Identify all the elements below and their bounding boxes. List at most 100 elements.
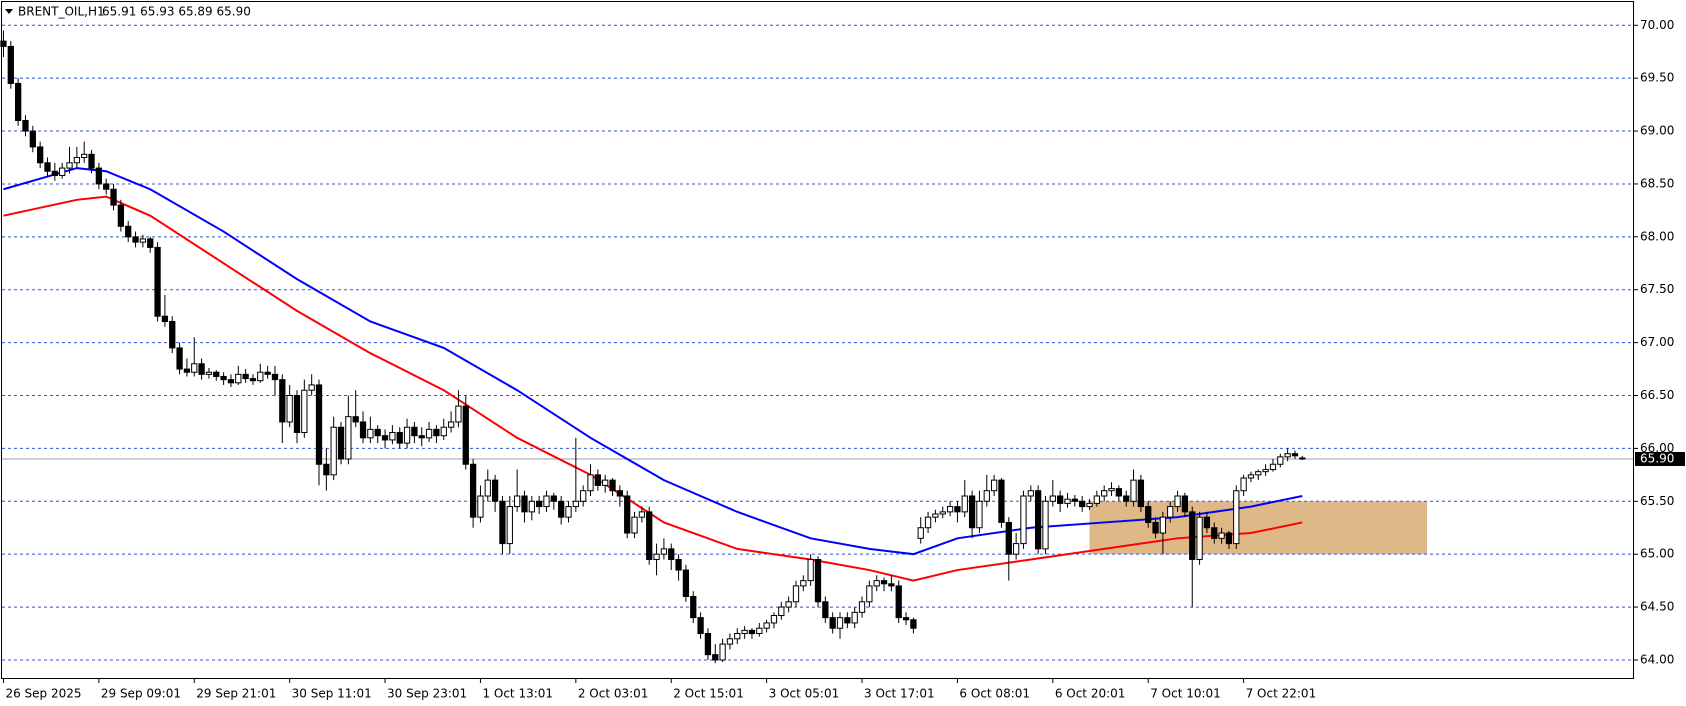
candle-body: [37, 146, 44, 164]
y-tick-label: 68.00: [1640, 229, 1674, 243]
x-tick-label: 6 Oct 20:01: [1055, 687, 1126, 701]
candle-body: [249, 378, 257, 382]
y-tick-label: 66.50: [1640, 388, 1674, 402]
candle-body: [675, 558, 682, 571]
candle-body: [425, 428, 433, 439]
candle-body: [719, 643, 726, 661]
candle-body: [961, 495, 968, 513]
candle-body: [1211, 527, 1218, 539]
candle-body: [550, 495, 557, 502]
candle-body: [499, 500, 506, 545]
candle-body: [917, 527, 924, 539]
candle-body: [198, 363, 205, 375]
y-tick-label: 67.00: [1640, 335, 1674, 349]
candle-body: [139, 238, 147, 243]
candle-body: [976, 500, 983, 529]
x-tick-label: 1 Oct 13:01: [482, 687, 553, 701]
candle-body: [513, 495, 521, 508]
candle-body: [117, 204, 125, 227]
x-tick-label: 29 Sep 21:01: [196, 687, 276, 701]
candle-body: [800, 580, 807, 587]
y-tick-label: 65.00: [1640, 547, 1674, 561]
candle-body: [836, 617, 844, 629]
candle-body: [587, 474, 594, 492]
candle-body: [756, 627, 763, 635]
candle-body: [418, 435, 425, 439]
y-tick-label: 68.50: [1640, 176, 1674, 190]
candle-body: [660, 548, 668, 555]
candle-body: [345, 416, 352, 460]
candle-body: [103, 183, 110, 190]
candle-body: [1020, 495, 1027, 545]
x-tick-label: 7 Oct 22:01: [1246, 687, 1317, 701]
candle-body: [337, 426, 345, 460]
candle-body: [491, 479, 499, 502]
ma-line: [3, 167, 1303, 556]
candle-body: [910, 619, 917, 629]
y-tick-label: 70.00: [1640, 18, 1674, 32]
candle-body: [330, 426, 337, 476]
candle-body: [1152, 521, 1159, 534]
candle-body: [125, 225, 132, 238]
candle-body: [1284, 453, 1291, 458]
candle-body: [81, 153, 88, 158]
candle-body: [51, 170, 58, 176]
candle-body: [792, 585, 800, 603]
candle-body: [1005, 521, 1012, 555]
candle-body: [770, 615, 778, 624]
candle-body: [924, 516, 932, 529]
candle-body: [1108, 488, 1115, 492]
candle-body: [704, 633, 712, 656]
candle-body: [939, 511, 946, 515]
symbol-title: BRENT_OIL,H1: [18, 5, 105, 19]
candle-body: [374, 428, 381, 437]
candle-body: [990, 479, 998, 492]
candle-body: [213, 371, 220, 377]
candle-body: [1101, 490, 1108, 497]
candle-body: [66, 162, 73, 169]
candle-body: [220, 375, 227, 381]
candle-body: [902, 617, 910, 621]
candle-body: [682, 569, 690, 597]
candle-body: [1064, 498, 1071, 504]
candle-body: [132, 236, 139, 243]
candle-body: [59, 167, 66, 176]
candle-body: [543, 495, 550, 508]
candle-body: [983, 490, 990, 502]
candle-body: [279, 379, 286, 423]
ma-line: [3, 195, 1303, 582]
candle-body: [1035, 490, 1042, 550]
candle-body: [866, 585, 873, 603]
candle-body: [1086, 502, 1093, 508]
candle-body: [763, 622, 770, 629]
candle-body: [88, 153, 95, 169]
candle-body: [646, 511, 653, 560]
candle-body: [264, 371, 271, 375]
candle-body: [1071, 498, 1078, 502]
candle-body: [998, 479, 1005, 523]
candle-body: [161, 315, 169, 322]
candle-body: [1196, 516, 1203, 560]
x-tick-label: 3 Oct 05:01: [769, 687, 840, 701]
x-tick-label: 30 Sep 11:01: [292, 687, 372, 701]
candle-body: [785, 601, 792, 608]
candle-body: [1012, 543, 1020, 555]
candle-body: [572, 500, 579, 508]
candle-body: [1079, 500, 1086, 508]
candle-body: [1247, 474, 1255, 479]
x-tick-label: 30 Sep 23:01: [387, 687, 467, 701]
candle-body: [286, 395, 293, 423]
dropdown-icon[interactable]: [5, 9, 13, 14]
candle-body: [352, 416, 359, 423]
candle-body: [1233, 490, 1240, 545]
y-tick-label: 69.50: [1640, 71, 1674, 85]
candle-body: [536, 500, 543, 508]
candle-body: [389, 432, 396, 441]
candle-body: [477, 495, 484, 518]
candle-body: [734, 633, 741, 640]
candle-body: [880, 580, 888, 585]
plot-layer: [0, 24, 1634, 664]
candle-body: [257, 371, 264, 382]
candle-body: [521, 495, 528, 513]
candle-body: [1299, 457, 1306, 460]
